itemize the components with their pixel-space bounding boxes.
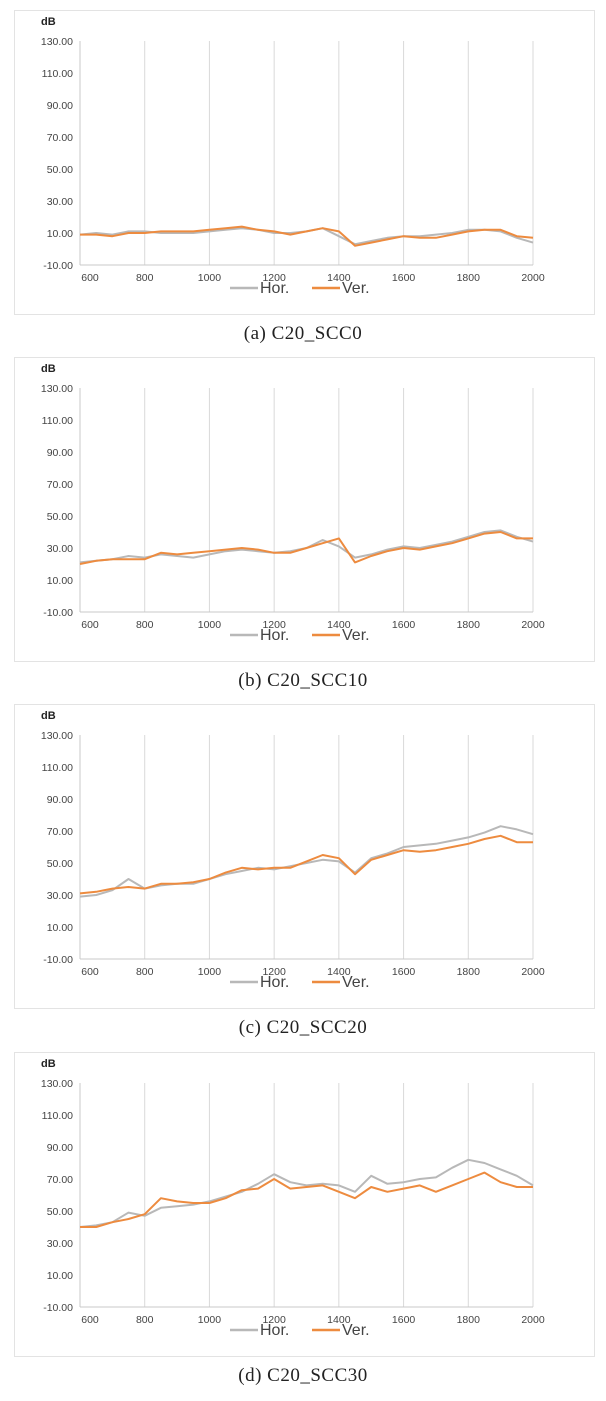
x-tick-label: 1800 [457, 272, 481, 284]
y-tick-label: 50.00 [47, 1206, 73, 1218]
x-tick-label: 1000 [198, 272, 222, 284]
y-tick-label: 30.00 [47, 890, 73, 902]
y-tick-label: 10.00 [47, 228, 73, 240]
line-chart: -10.00 10.00 30.00 50.00 70.00 90.00 110.00 130… [41, 16, 545, 297]
y-tick-label: 130.00 [41, 1078, 73, 1090]
y-tick-label: 90.00 [47, 794, 73, 806]
x-tick-label: 1000 [198, 966, 222, 978]
legend-label: Hor. [260, 1322, 289, 1339]
y-tick-label: 70.00 [47, 1174, 73, 1186]
y-tick-label: -10.00 [43, 607, 73, 619]
line-chart: -10.00 10.00 30.00 50.00 70.00 90.00 110.00 130… [41, 710, 545, 991]
chart-frame: -10.00 10.00 30.00 50.00 70.00 90.00 110.00 130… [14, 10, 595, 315]
y-tick-label: 110.00 [42, 762, 73, 774]
y-tick-label: 50.00 [47, 164, 73, 176]
x-tick-label: 800 [136, 272, 154, 284]
y-axis-label: dB [41, 1058, 56, 1070]
chart-caption: (b) C20_SCC10 [238, 670, 368, 691]
y-tick-label: 30.00 [47, 196, 73, 208]
y-axis-label: dB [41, 710, 56, 722]
x-tick-label: 1600 [392, 272, 416, 284]
x-tick-label: 1800 [457, 619, 481, 631]
x-tick-label: 1600 [392, 966, 416, 978]
x-tick-label: 1800 [457, 966, 481, 978]
y-tick-label: 130.00 [41, 730, 73, 742]
x-tick-label: 800 [136, 966, 154, 978]
line-chart: -10.00 10.00 30.00 50.00 70.00 90.00 110.00 130… [41, 363, 545, 644]
x-tick-label: 800 [136, 619, 154, 631]
series-line-ver [79, 531, 533, 565]
y-tick-label: 50.00 [47, 511, 73, 523]
legend-label: Ver. [342, 627, 370, 644]
legend-label: Ver. [342, 974, 370, 991]
x-tick-label: 600 [81, 1314, 99, 1326]
y-tick-label: 90.00 [47, 100, 73, 112]
series-line-ver [80, 225, 534, 247]
y-tick-label: 110.00 [42, 1110, 73, 1122]
y-tick-label: 90.00 [47, 1142, 73, 1154]
series-line-hor [79, 825, 534, 898]
chart-frame: -10.00 10.00 30.00 50.00 70.00 90.00 110.00 130… [14, 1052, 595, 1357]
y-tick-label: 70.00 [47, 826, 73, 838]
x-tick-label: 600 [81, 272, 99, 284]
x-tick-label: 1400 [327, 619, 351, 631]
x-tick-label: 1600 [392, 1314, 416, 1326]
x-tick-label: 1400 [327, 1314, 351, 1326]
x-tick-label: 1400 [327, 966, 351, 978]
x-tick-label: 1200 [262, 619, 286, 631]
line-chart: -10.00 10.00 30.00 50.00 70.00 90.00 110.00 130… [41, 1058, 545, 1339]
chart-caption: (a) C20_SCC0 [243, 323, 363, 344]
chart-caption: (d) C20_SCC30 [238, 1365, 368, 1386]
y-tick-label: 10.00 [47, 575, 73, 587]
y-tick-label: 10.00 [47, 922, 73, 934]
legend-label: Hor. [260, 974, 289, 991]
y-axis-label: dB [41, 363, 56, 375]
y-tick-label: 30.00 [47, 1238, 73, 1250]
legend-label: Ver. [342, 280, 370, 297]
chart-frame: -10.00 10.00 30.00 50.00 70.00 90.00 110.00 130… [14, 357, 595, 662]
x-tick-label: 1200 [262, 272, 286, 284]
y-tick-label: 110.00 [42, 415, 73, 427]
y-tick-label: -10.00 [43, 260, 73, 272]
y-tick-label: 50.00 [47, 858, 73, 870]
y-tick-label: 90.00 [47, 447, 73, 459]
y-tick-label: 30.00 [47, 543, 73, 555]
y-axis-label: dB [41, 16, 56, 28]
x-tick-label: 2000 [521, 272, 545, 284]
series-line-ver [80, 1171, 533, 1228]
x-tick-label: 1000 [198, 1314, 222, 1326]
x-tick-label: 1400 [327, 272, 351, 284]
chart-frame: -10.00 10.00 30.00 50.00 70.00 90.00 110.00 130… [14, 704, 595, 1009]
y-tick-label: 110.00 [42, 68, 73, 80]
y-tick-label: 70.00 [47, 479, 73, 491]
x-tick-label: 1800 [457, 1314, 481, 1326]
y-tick-label: -10.00 [43, 1302, 73, 1314]
x-tick-label: 2000 [521, 966, 545, 978]
x-tick-label: 2000 [521, 619, 545, 631]
x-tick-label: 600 [81, 619, 99, 631]
y-tick-label: 70.00 [47, 132, 73, 144]
legend-label: Hor. [260, 280, 289, 297]
series-line-ver [79, 834, 533, 895]
legend-label: Hor. [260, 627, 289, 644]
x-tick-label: 1200 [262, 966, 286, 978]
x-tick-label: 2000 [521, 1314, 545, 1326]
x-tick-label: 1600 [392, 619, 416, 631]
y-tick-label: -10.00 [43, 954, 73, 966]
y-tick-label: 130.00 [41, 383, 73, 395]
legend-label: Ver. [342, 1322, 370, 1339]
chart-caption: (c) C20_SCC20 [238, 1017, 368, 1038]
y-tick-label: 130.00 [41, 36, 73, 48]
x-tick-label: 1200 [262, 1314, 286, 1326]
x-tick-label: 800 [136, 1314, 154, 1326]
y-tick-label: 10.00 [47, 1270, 73, 1282]
x-tick-label: 600 [81, 966, 99, 978]
series-line-hor [79, 1158, 534, 1228]
x-tick-label: 1000 [198, 619, 222, 631]
